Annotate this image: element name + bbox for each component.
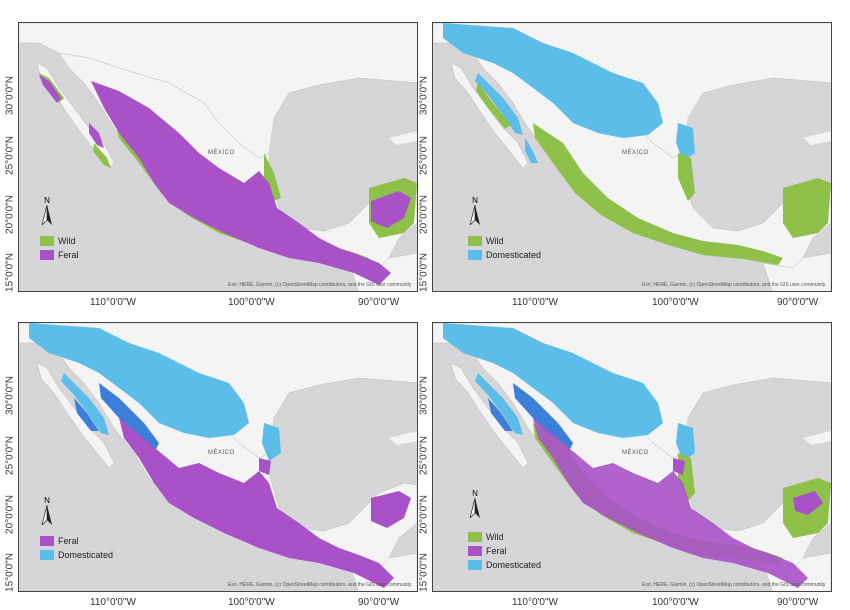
country-label: MÉXICO xyxy=(208,450,235,456)
lat-label: 25°0'0"N xyxy=(4,436,16,475)
lat-label: 30°0'0"N xyxy=(4,76,16,115)
map-frame xyxy=(432,322,832,592)
map-legend: Feral Domesticated xyxy=(40,534,113,562)
map-frame xyxy=(432,22,832,292)
map-canvas xyxy=(19,23,417,291)
legend-item: Feral xyxy=(40,248,79,262)
map-canvas xyxy=(433,23,831,291)
country-label: MÉXICO xyxy=(208,150,235,156)
map-attribution: Esri, HERE, Garmin, (c) OpenStreetMap co… xyxy=(228,582,412,588)
legend-swatch xyxy=(468,560,482,570)
map-legend: Wild Domesticated xyxy=(468,234,541,262)
map-panel-2: MÉXICO Esri, HERE, Garmin, (c) OpenStree… xyxy=(419,22,832,308)
lon-label: 90°0'0"W xyxy=(777,597,819,608)
lat-label: 25°0'0"N xyxy=(418,136,430,175)
lat-label: 25°0'0"N xyxy=(418,436,430,475)
lat-label: 25°0'0"N xyxy=(4,136,16,175)
map-panel-4: MÉXICO Esri, HERE, Garmin, (c) OpenStree… xyxy=(419,322,832,608)
map-legend: Wild Feral Domesticated xyxy=(468,530,541,572)
north-arrow-icon: N xyxy=(40,497,54,527)
map-legend: Wild Feral xyxy=(40,234,79,262)
lat-label: 30°0'0"N xyxy=(4,376,16,415)
legend-swatch xyxy=(468,250,482,260)
north-arrow-icon: N xyxy=(468,490,482,520)
lat-label: 20°0'0"N xyxy=(418,195,430,234)
legend-item: Domesticated xyxy=(468,558,541,572)
legend-swatch xyxy=(468,546,482,556)
country-label: MÉXICO xyxy=(622,150,649,156)
legend-swatch xyxy=(468,236,482,246)
lat-label: 30°0'0"N xyxy=(418,376,430,415)
legend-swatch xyxy=(40,536,54,546)
map-frame xyxy=(18,322,418,592)
legend-swatch xyxy=(40,550,54,560)
lon-label: 90°0'0"W xyxy=(358,597,400,608)
lon-label: 110°0'0"W xyxy=(512,297,558,308)
lon-label: 110°0'0"W xyxy=(90,297,136,308)
legend-item: Domesticated xyxy=(40,548,113,562)
legend-swatch xyxy=(468,532,482,542)
lat-label: 20°0'0"N xyxy=(4,195,16,234)
map-panel-3: MÉXICO Esri, HERE, Garmin, (c) OpenStree… xyxy=(5,322,418,608)
legend-item: Wild xyxy=(40,234,79,248)
legend-item: Feral xyxy=(40,534,113,548)
lon-label: 90°0'0"W xyxy=(358,297,400,308)
map-panel-1: MÉXICO Esri, HERE, Garmin, (c) OpenStree… xyxy=(5,22,418,308)
legend-swatch xyxy=(40,236,54,246)
lat-label: 15°0'0"N xyxy=(4,553,16,592)
lon-label: 100°0'0"W xyxy=(652,597,699,608)
lon-label: 110°0'0"W xyxy=(90,597,136,608)
lon-label: 110°0'0"W xyxy=(512,597,558,608)
lat-label: 15°0'0"N xyxy=(4,253,16,292)
map-frame xyxy=(18,22,418,292)
lon-label: 90°0'0"W xyxy=(777,297,819,308)
map-attribution: Esri, HERE, Garmin, (c) OpenStreetMap co… xyxy=(228,282,412,288)
north-arrow-icon: N xyxy=(468,197,482,227)
lat-label: 15°0'0"N xyxy=(418,253,430,292)
map-attribution: Esri, HERE, Garmin, (c) OpenStreetMap co… xyxy=(642,282,826,288)
map-canvas xyxy=(19,323,417,591)
lon-label: 100°0'0"W xyxy=(228,297,275,308)
lon-label: 100°0'0"W xyxy=(652,297,699,308)
lat-label: 20°0'0"N xyxy=(418,495,430,534)
lat-label: 20°0'0"N xyxy=(4,495,16,534)
legend-item: Wild xyxy=(468,234,541,248)
north-arrow-icon: N xyxy=(40,197,54,227)
map-canvas xyxy=(433,323,831,591)
lon-label: 100°0'0"W xyxy=(228,597,275,608)
legend-item: Domesticated xyxy=(468,248,541,262)
legend-item: Feral xyxy=(468,544,541,558)
legend-item: Wild xyxy=(468,530,541,544)
legend-swatch xyxy=(40,250,54,260)
country-label: MÉXICO xyxy=(622,450,649,456)
lat-label: 15°0'0"N xyxy=(418,553,430,592)
lat-label: 30°0'0"N xyxy=(418,76,430,115)
map-attribution: Esri, HERE, Garmin, (c) OpenStreetMap co… xyxy=(642,582,826,588)
